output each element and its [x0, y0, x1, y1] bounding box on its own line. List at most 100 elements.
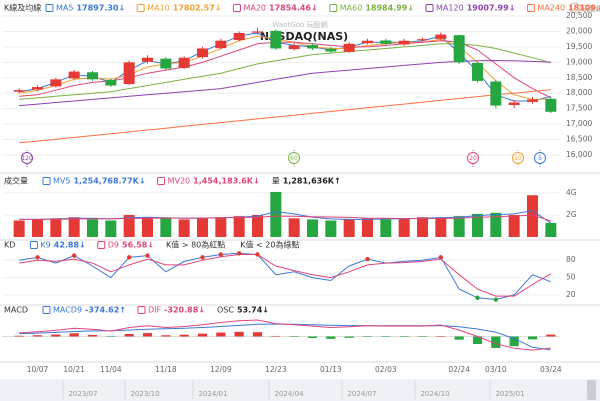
- candle-body: [13, 90, 25, 92]
- volume-bar: [270, 191, 282, 237]
- y-tick-label: 20: [566, 290, 576, 299]
- legend-swatch: [136, 4, 145, 12]
- osc-bar: [32, 335, 43, 337]
- legend-value: 1,454,183.6K↓: [193, 177, 260, 186]
- osc-bar: [454, 336, 464, 340]
- osc-bar: [234, 331, 244, 337]
- legend-swatch: [42, 306, 51, 314]
- legend-value: 56.58↓: [122, 241, 154, 250]
- candle-body: [527, 99, 538, 102]
- overbought-dot: [236, 251, 242, 256]
- candle-body: [142, 57, 153, 62]
- osc-bar: [289, 336, 299, 337]
- x-tick-label: 03/24: [540, 365, 562, 374]
- volume-ma-line: [19, 214, 551, 222]
- osc-bar: [142, 333, 153, 337]
- volume-bar: [343, 219, 355, 237]
- legend-value: 17897.30↓: [76, 4, 125, 13]
- osc-bar: [326, 336, 336, 339]
- ma-marker-label: 120: [21, 155, 33, 162]
- overbought-dot: [438, 255, 444, 260]
- candle-body: [508, 102, 520, 105]
- scrollbar-label: 2024/01: [198, 390, 227, 398]
- candle-body: [490, 81, 502, 106]
- legend-value: 17854.46↓: [269, 4, 318, 13]
- legend-name: OSC: [217, 306, 234, 315]
- y-tick-label: 16,000: [566, 150, 592, 159]
- overbought-dot: [71, 253, 77, 258]
- scrollbar-label: 2024/07: [347, 390, 376, 398]
- osc-bar: [527, 336, 538, 340]
- scrollbar-label: 2023/10: [130, 390, 159, 398]
- ma-marker-label: 10: [514, 155, 522, 162]
- candle-body: [68, 71, 80, 79]
- candle-body: [123, 62, 135, 84]
- scrollbar-handle[interactable]: [587, 380, 596, 400]
- y-tick-label: 20,500: [566, 11, 592, 20]
- volume-bar: [545, 222, 557, 237]
- logo: 玩股網: [582, 4, 600, 13]
- legend-title: K線及均線: [4, 3, 41, 13]
- legend-name: K9: [40, 241, 50, 250]
- y-tick-label: 50: [566, 273, 576, 282]
- legend-name: KD: [4, 241, 15, 250]
- osc-bar: [381, 336, 391, 337]
- osc-bar: [51, 334, 61, 337]
- x-tick-label: 12/09: [210, 365, 232, 374]
- volume-bar: [307, 219, 318, 237]
- logo-icon: [569, 2, 581, 14]
- volume-bar: [13, 220, 25, 237]
- candle-body: [417, 39, 428, 41]
- volume-bar: [105, 220, 117, 237]
- candle-body: [105, 79, 117, 86]
- osc-bar: [197, 333, 208, 337]
- x-tick-label: 02/24: [448, 365, 470, 374]
- x-tick-label: 11/18: [155, 365, 177, 374]
- candle-body: [160, 58, 172, 69]
- y-tick-label: 2G: [566, 210, 577, 219]
- osc-bar: [14, 335, 24, 337]
- legend-swatch: [45, 4, 54, 12]
- candle-body: [325, 48, 337, 52]
- ma-marker-label: 5: [538, 155, 542, 162]
- volume-bar: [435, 217, 447, 237]
- candle-body: [215, 40, 227, 49]
- legend-name: MACD9: [53, 306, 82, 315]
- osc-bar: [271, 335, 281, 337]
- osc-bar: [417, 336, 428, 337]
- legend-name: DIF: [148, 306, 162, 315]
- volume-bar: [453, 216, 465, 237]
- y-tick-label: 17,500: [566, 104, 592, 113]
- volume-bar: [362, 218, 373, 237]
- volume-bar: [527, 195, 538, 237]
- x-tick-label: 02/03: [375, 365, 397, 374]
- candle-body: [178, 57, 190, 68]
- candle-body: [472, 62, 483, 81]
- legend-swatch: [137, 306, 146, 314]
- volume-bar: [472, 213, 483, 237]
- legend-swatch: [42, 177, 51, 185]
- legend-name: MA240: [537, 4, 565, 13]
- legend-value: 53.74↓: [237, 306, 269, 315]
- kd-line: [19, 252, 551, 301]
- kd-line: [19, 254, 552, 297]
- y-tick-label: 16,500: [566, 135, 592, 144]
- x-tick-label: 01/13: [320, 365, 342, 374]
- ma-marker: [534, 152, 546, 164]
- legend-name: D9: [108, 241, 119, 250]
- volume-bar: [508, 215, 520, 237]
- osc-bar: [307, 336, 318, 338]
- scrollbar-label: 2024/10: [420, 390, 449, 398]
- osc-bar: [344, 336, 354, 338]
- y-tick-label: 20,000: [566, 26, 592, 35]
- osc-bar: [491, 336, 501, 348]
- legend-value: -320.88↓: [164, 306, 205, 315]
- scrollbar[interactable]: [0, 379, 600, 401]
- legend-value: 18984.99↓: [365, 4, 414, 13]
- volume-bar: [87, 219, 98, 237]
- osc-bar: [87, 334, 98, 337]
- osc-bar: [161, 335, 171, 337]
- legend-name: MV5: [53, 177, 70, 186]
- volume-bar: [123, 215, 135, 237]
- ma-line: [19, 89, 551, 144]
